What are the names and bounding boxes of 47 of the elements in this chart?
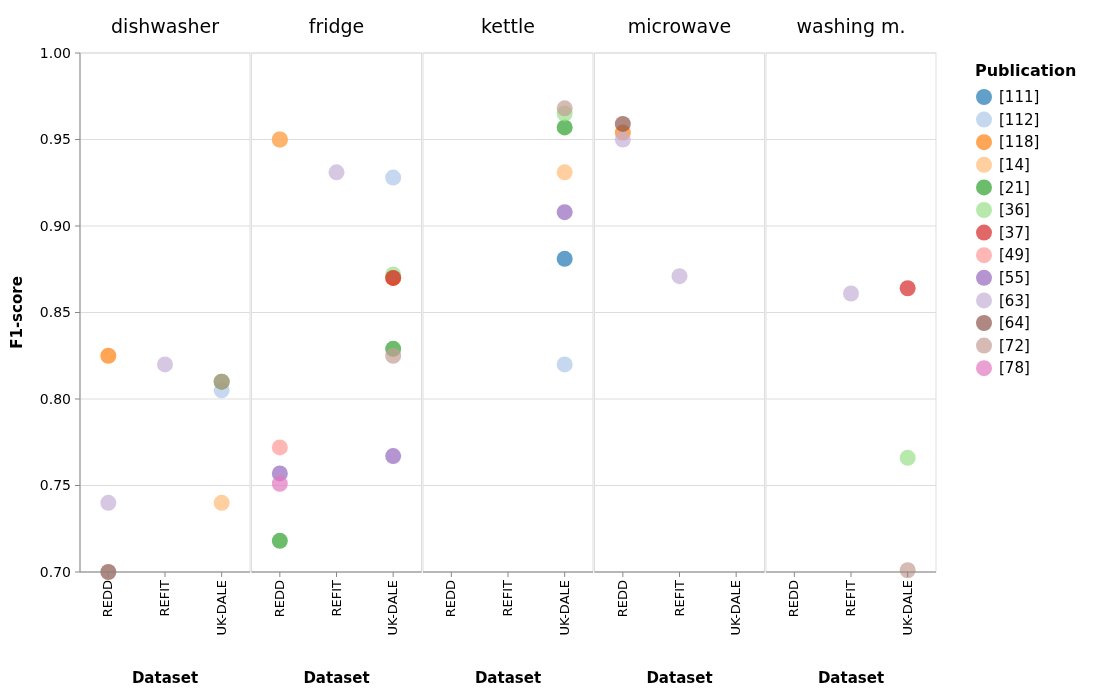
legend-label: [64]	[999, 314, 1030, 333]
x-tick-label: REDD	[100, 580, 116, 618]
y-tick-label: 1.00	[39, 44, 71, 61]
legend-title: Publication	[975, 61, 1077, 80]
legend-label: [63]	[999, 291, 1030, 310]
y-tick-label: 0.75	[39, 477, 71, 494]
legend-label: [14]	[999, 156, 1030, 175]
legend-label: [37]	[999, 223, 1030, 242]
x-tick-label: UK-DALE	[728, 580, 744, 636]
legend-label: [36]	[999, 201, 1030, 220]
legend-label: [78]	[999, 359, 1030, 378]
y-axis-title: F1-score	[8, 276, 26, 349]
x-axis-title: Dataset	[303, 669, 370, 687]
x-tick-label: UK-DALE	[385, 580, 401, 636]
x-tick-label: REDD	[271, 580, 287, 618]
legend-label: [118]	[999, 133, 1040, 152]
legend-label: [55]	[999, 269, 1030, 288]
x-tick-label: UK-DALE	[899, 580, 915, 636]
x-axis-title: Dataset	[131, 669, 199, 687]
y-tick-label: 0.85	[39, 304, 71, 321]
x-axis-title: Dataset	[474, 669, 542, 687]
x-axis-title: Dataset	[646, 669, 713, 687]
x-tick-label: REFIT	[157, 579, 172, 617]
x-tick-label: REDD	[614, 580, 630, 618]
x-tick-label: REFIT	[500, 579, 515, 617]
y-tick-label: 0.95	[39, 131, 71, 148]
x-axis-title: Dataset	[817, 669, 885, 687]
chart-title: dishwasher	[111, 15, 220, 37]
x-tick-label: REDD	[443, 580, 459, 618]
legend-label: [112]	[999, 110, 1040, 129]
x-tick-label: REDD	[786, 580, 802, 618]
chart-title: microwave	[627, 15, 732, 37]
chart-title: kettle	[481, 15, 535, 37]
chart-title: washing m.	[796, 15, 906, 37]
x-tick-label: REFIT	[671, 579, 687, 617]
legend-label: [21]	[999, 178, 1030, 197]
x-tick-label: UK-DALE	[213, 580, 229, 636]
x-tick-label: REFIT	[843, 579, 858, 617]
legend-label: [72]	[999, 336, 1030, 355]
y-tick-label: 0.70	[39, 563, 71, 580]
y-tick-label: 0.80	[39, 390, 71, 407]
legend-label: [49]	[999, 246, 1030, 265]
legend-label: [111]	[999, 88, 1040, 107]
x-tick-label: UK-DALE	[556, 580, 572, 636]
y-tick-label: 0.90	[39, 217, 71, 234]
x-tick-label: REFIT	[328, 579, 344, 617]
chart-title: fridge	[308, 15, 365, 37]
